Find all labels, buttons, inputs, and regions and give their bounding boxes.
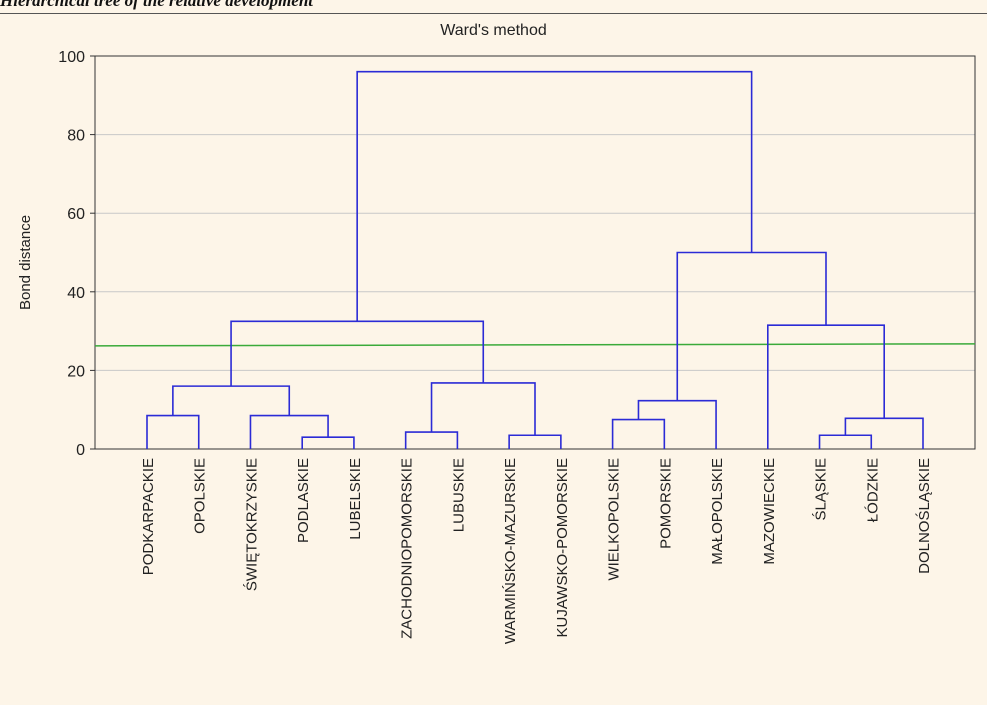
dendrogram-link [356,70,753,322]
dendrogram-link [146,414,200,449]
y-tick-label: 0 [76,442,85,459]
leaf-label: ŁÓDZKIE [864,458,881,522]
leaf-label: PODLASKIE [295,458,312,543]
leaf-label: LUBUSKIE [450,458,467,532]
dendrogram-link [508,434,562,449]
leaf-label: OPOLSKIE [192,458,209,534]
y-tick-label: 100 [58,49,85,66]
leaf-label: POMORSKIE [657,458,674,549]
leaf-label: LUBELSKIE [347,458,364,540]
dendrogram-link [301,436,355,449]
leaf-label: WIELKOPOLSKIE [606,458,623,581]
dendrogram-link [404,431,459,449]
leaf-label: ZACHODNIOPOMORSKIE [399,458,416,639]
dendrogram-link [818,434,873,449]
dendrogram-link [172,385,291,416]
gridlines [95,134,975,371]
leaf-label: MAZOWIECKIE [761,458,778,565]
leaf-label: MAŁOPOLSKIE [709,458,726,565]
leaf-label: ŚWIĘTOKRZYSKIE [242,458,260,591]
y-axis-ticks: 0 20 40 60 80 100 [58,49,95,459]
cut-line [94,343,976,347]
dendrogram-link [844,417,924,449]
leaf-label: WARMIŃSKO-MAZURSKIE [502,458,519,644]
leaf-label: KUJAWSKO-POMORSKIE [554,458,571,637]
caption-divider [0,13,987,14]
y-tick-label: 60 [67,206,85,223]
dendrogram-link [230,320,485,387]
dendrogram-link [430,382,536,436]
dendrogram-link [637,399,717,449]
chart-title: Ward's method [440,22,547,39]
y-tick-label: 40 [67,285,85,302]
dendrogram-link [611,418,666,449]
cut-line-group [94,343,976,347]
dendrogram-link [249,414,329,449]
figure-caption: Hierarchical tree of the relative develo… [0,0,314,10]
y-tick-label: 80 [67,128,85,145]
y-tick-label: 20 [67,363,85,380]
dendrogram-link [676,251,827,401]
dendrogram-links [146,70,924,449]
leaf-label: DOLNOŚLĄSKIE [915,458,933,574]
leaf-label: PODKARPACKIE [140,458,157,575]
plot-frame [94,55,976,450]
y-axis-label: Bond distance [17,215,34,310]
leaf-label: ŚLĄSKIE [812,458,830,521]
leaf-labels: PODKARPACKIE OPOLSKIE ŚWIĘTOKRZYSKIE PODLAS… [140,458,933,644]
